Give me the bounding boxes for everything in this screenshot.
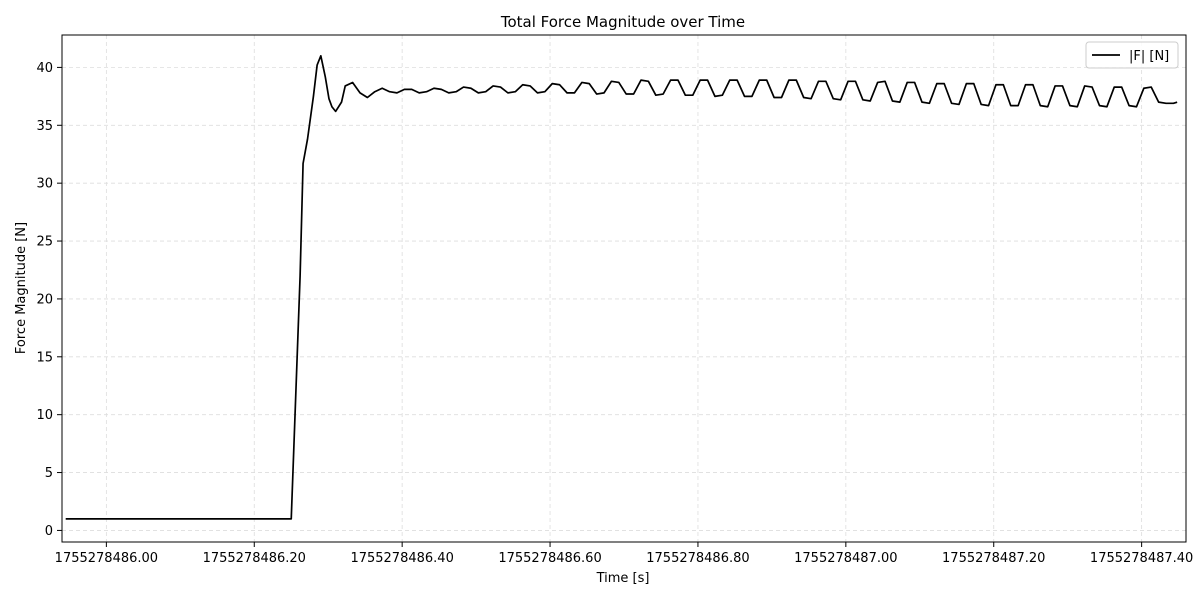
y-tick-label: 20 [36,292,53,307]
y-tick-label: 35 [36,119,53,134]
x-tick-label: 1755278487.20 [942,551,1045,566]
legend: |F| [N] [1085,41,1179,69]
legend-label: |F| [N] [1129,49,1169,64]
grid-lines [62,35,1186,542]
y-tick-label: 30 [36,177,53,192]
x-axis: 1755278486.00 1755278486.20 1755278486.40 1… [55,542,1193,566]
y-tick-label: 40 [36,61,53,76]
series-layer [65,54,1178,520]
legend-box [1085,41,1179,69]
x-axis-label: Time [s] [596,571,650,586]
chart-title: Total Force Magnitude over Time [500,13,745,31]
x-tick-label: 1755278486.60 [498,551,601,566]
x-tick-label: 1755278486.40 [350,551,453,566]
x-tick-label: 1755278487.40 [1090,551,1193,566]
x-tick-label: 1755278486.80 [646,551,749,566]
x-tick-label: 1755278486.00 [55,551,158,566]
y-tick-label: 10 [36,408,53,423]
x-tick-label: 1755278487.00 [794,551,897,566]
y-tick-label: 15 [36,350,53,365]
series-line-0 [65,54,1178,520]
y-tick-label: 25 [36,235,53,250]
x-tick-label: 1755278486.20 [203,551,306,566]
plot-area-frame [61,34,1187,543]
y-tick-label: 5 [45,466,53,481]
y-tick-label: 0 [45,524,53,539]
y-axis-label: Force Magnitude [N] [14,222,29,354]
y-axis: 0 5 10 15 20 25 30 35 40 [36,61,62,539]
